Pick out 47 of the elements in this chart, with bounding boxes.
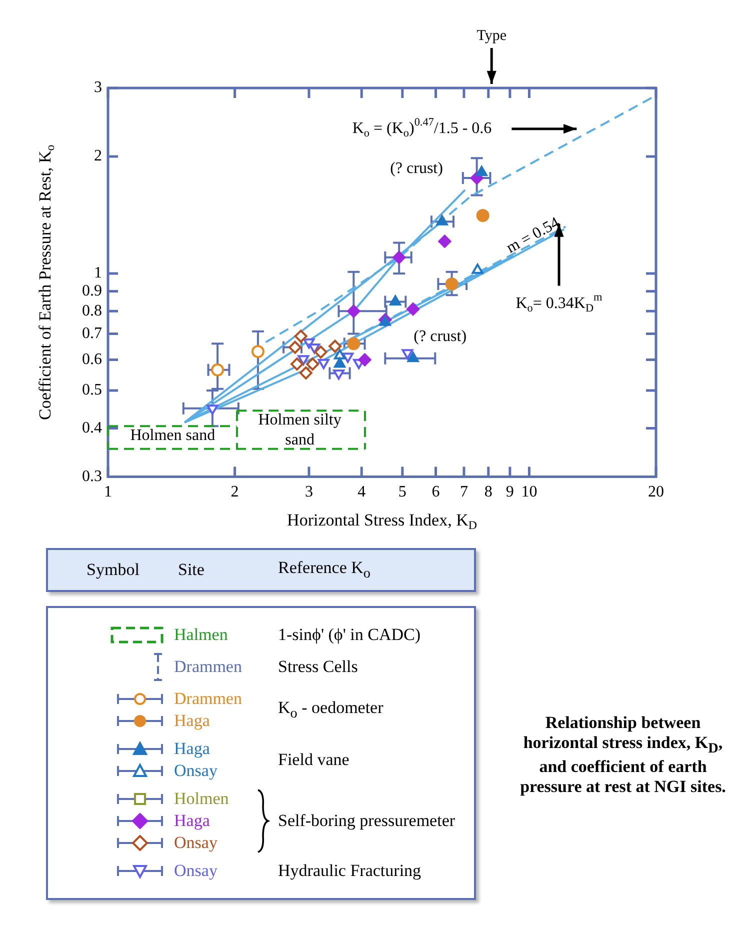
annotation: (? crust) <box>390 160 443 178</box>
legend-label: Onsay <box>174 833 218 854</box>
text: Type <box>476 28 507 44</box>
legend-label: Haga <box>174 711 210 732</box>
text: Hydraulic Fracturing <box>278 861 422 882</box>
y-tick-label: 0.3 <box>82 468 102 486</box>
annotation: Holmen silty sand <box>258 411 342 448</box>
text: Field vane <box>278 750 350 770</box>
x-tick-label: 9 <box>506 484 514 501</box>
x-tick-label: 10 <box>521 484 538 501</box>
text: Relationship between horizontal stress index, K$_{D}$, and coefficient of earth pressure at rest at NGI sites. <box>519 713 727 798</box>
legend-label: Onsay <box>174 861 218 882</box>
y-tick-label: 0.7 <box>82 324 102 342</box>
y-tick-label: 2 <box>94 148 102 165</box>
legend-label: Haga <box>174 739 210 760</box>
text: 1-sinϕ' (ϕ' in CADC) <box>278 625 422 646</box>
annotation: m = 0.54 <box>504 214 562 257</box>
x-tick-label: 20 <box>648 484 664 501</box>
y-tick-label: 0.5 <box>82 382 102 399</box>
y-tick-label: 0.8 <box>82 302 102 320</box>
y-axis-title: Coefficient of Earth Pressure at Rest, Ko <box>35 144 58 420</box>
text: Site <box>178 560 206 580</box>
legend-label: Holmen <box>174 789 229 810</box>
text: Reference K$_{o}$ <box>278 558 370 582</box>
text: K$_{o}$ - oedometer <box>278 698 384 723</box>
annotation: (? crust) <box>414 328 467 346</box>
legend-label: Onsay <box>174 761 218 782</box>
y-tick-label: 0.9 <box>82 282 102 300</box>
x-tick-label: 2 <box>230 484 239 501</box>
x-tick-label: 4 <box>358 484 366 501</box>
y-tick-label: 3 <box>94 79 102 96</box>
legend-label: Haga <box>174 811 210 832</box>
text: Symbol <box>86 560 140 580</box>
text: Stress Cells <box>278 657 359 678</box>
x-tick-label: 5 <box>398 484 406 501</box>
legend-label: Drammen <box>174 657 242 678</box>
y-tick-label: 0.6 <box>82 350 102 368</box>
annotation: Holmen sand <box>130 427 216 444</box>
x-tick-label: 6 <box>432 484 440 501</box>
text: Self-boring pressuremeter <box>278 811 456 832</box>
y-tick-label: 0.4 <box>82 419 102 436</box>
x-tick-label: 3 <box>304 484 313 501</box>
legend-label: Drammen <box>174 689 242 710</box>
legend-label: Halmen <box>174 625 228 646</box>
x-tick-label: 7 <box>460 484 468 501</box>
y-tick-label: 1 <box>94 264 102 282</box>
x-tick-label: 8 <box>484 484 492 501</box>
